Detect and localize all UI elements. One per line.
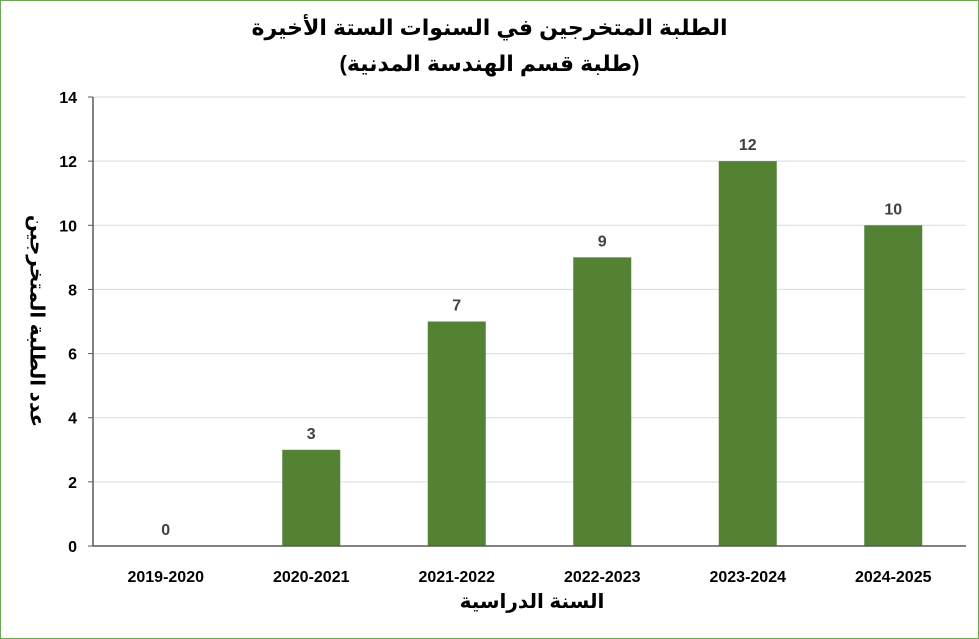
data-label: 12: [739, 137, 757, 154]
y-tick-label: 12: [59, 154, 77, 171]
data-label: 0: [161, 522, 170, 539]
x-tick-label: 2020-2021: [273, 569, 350, 586]
bar: [864, 225, 923, 547]
data-label: 7: [452, 298, 461, 315]
chart-title: الطلبة المتخرجين في السنوات الستة الأخير…: [251, 15, 728, 40]
x-tick-label: 2024-2025: [855, 569, 932, 586]
x-tick-label: 2021-2022: [418, 569, 495, 586]
bar: [573, 257, 632, 546]
bar: [427, 321, 486, 546]
y-tick-label: 2: [68, 475, 77, 492]
bars: [282, 161, 923, 547]
data-label: 9: [598, 233, 607, 250]
y-tick-label: 6: [68, 347, 77, 364]
y-tick-label: 10: [59, 218, 77, 235]
chart-subtitle: (طلبة قسم الهندسة المدنية): [339, 51, 640, 76]
x-axis-title: السنة الدراسية: [459, 591, 605, 613]
bar: [718, 161, 777, 546]
gridlines: [93, 96, 966, 483]
labels: 0 2 4 6 8 10 12 14 0 2019-2020 3 2020-2021 7 2021-202…: [59, 90, 931, 586]
x-tick-label: 2023-2024: [709, 569, 786, 586]
x-tick-label: 2019-2020: [127, 569, 204, 586]
y-tick-label: 0: [68, 539, 77, 556]
y-tick-label: 14: [59, 90, 77, 107]
bar: [282, 449, 341, 546]
y-axis-title: عدد الطلبة المتخرجين: [25, 214, 48, 428]
x-tick-label: 2022-2023: [564, 569, 641, 586]
data-label: 10: [884, 201, 902, 218]
y-tick-label: 8: [68, 282, 77, 299]
axes: [88, 96, 966, 547]
data-label: 3: [307, 426, 316, 443]
y-tick-label: 4: [68, 411, 77, 428]
